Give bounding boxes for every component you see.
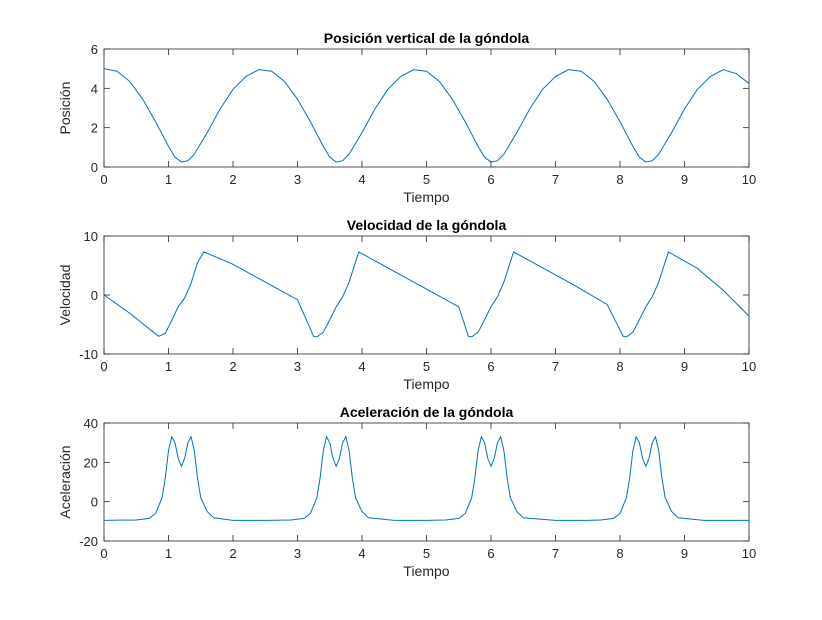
acceleration-y-tick-label: 40 [84,416,98,431]
position-y-tick-label: 0 [91,160,98,175]
position-axes-box [103,48,750,168]
acceleration-y-tick-label: -20 [79,534,98,549]
position-title: Posición vertical de la góndola [324,30,530,46]
position-x-tick-label: 3 [294,172,301,187]
position-chart: 0 1 2 3 4 5 6 7 8 9 10 0 2 4 6 Posición vertical de la … [57,30,756,205]
acceleration-y-axis-label: Aceleración [57,445,73,518]
position-y-axis-label: Posición [57,82,73,135]
velocity-x-tick-label: 6 [487,359,494,374]
acceleration-y-tick-label: 0 [91,495,98,510]
acceleration-x-tick-label: 6 [487,546,494,561]
acceleration-x-tick-label: 0 [100,546,107,561]
position-x-tick-label: 0 [100,172,107,187]
position-y-tick-label: 2 [91,121,98,136]
acceleration-x-tick-label: 8 [616,546,623,561]
acceleration-x-tick-label: 10 [742,546,756,561]
acceleration-x-tick-label: 2 [229,546,236,561]
position-x-tick-label: 4 [358,172,365,187]
velocity-x-tick-label: 5 [423,359,430,374]
position-y-tick-label: 6 [91,42,98,57]
velocity-x-tick-label: 3 [294,359,301,374]
acceleration-x-tick-label: 9 [681,546,688,561]
velocity-y-tick-label: 10 [84,229,98,244]
velocity-x-tick-label: 8 [616,359,623,374]
acceleration-x-tick-label: 7 [552,546,559,561]
acceleration-title: Aceleración de la góndola [340,404,514,420]
acceleration-x-axis-label: Tiempo [403,563,449,579]
acceleration-x-tick-label: 3 [294,546,301,561]
velocity-series-line [103,251,750,338]
position-x-tick-label: 5 [423,172,430,187]
position-x-tick-label: 6 [487,172,494,187]
velocity-y-tick-label: 0 [91,288,98,303]
velocity-x-tick-label: 4 [358,359,365,374]
velocity-x-tick-label: 10 [742,359,756,374]
velocity-title: Velocidad de la góndola [347,217,507,233]
position-y-tick-label: 4 [91,81,98,96]
velocity-x-tick-label: 7 [552,359,559,374]
acceleration-y-tick-label: 20 [84,455,98,470]
acceleration-x-tick-label: 1 [165,546,172,561]
acceleration-x-tick-label: 4 [358,546,365,561]
velocity-x-axis-label: Tiempo [403,376,449,392]
position-x-tick-label: 1 [165,172,172,187]
velocity-x-tick-label: 9 [681,359,688,374]
acceleration-axes-box [103,422,750,542]
position-x-tick-label: 2 [229,172,236,187]
position-series-line [103,68,750,163]
velocity-axes-box [103,235,750,355]
velocity-x-tick-label: 0 [100,359,107,374]
velocity-x-tick-label: 1 [165,359,172,374]
velocity-y-axis-label: Velocidad [57,265,73,326]
position-x-tick-label: 9 [681,172,688,187]
position-x-tick-label: 8 [616,172,623,187]
velocity-x-tick-label: 2 [229,359,236,374]
velocity-y-tick-label: -10 [79,347,98,362]
position-x-axis-label: Tiempo [403,189,449,205]
position-x-tick-label: 10 [742,172,756,187]
position-x-tick-label: 7 [552,172,559,187]
acceleration-series-line [103,435,749,521]
acceleration-x-tick-label: 5 [423,546,430,561]
